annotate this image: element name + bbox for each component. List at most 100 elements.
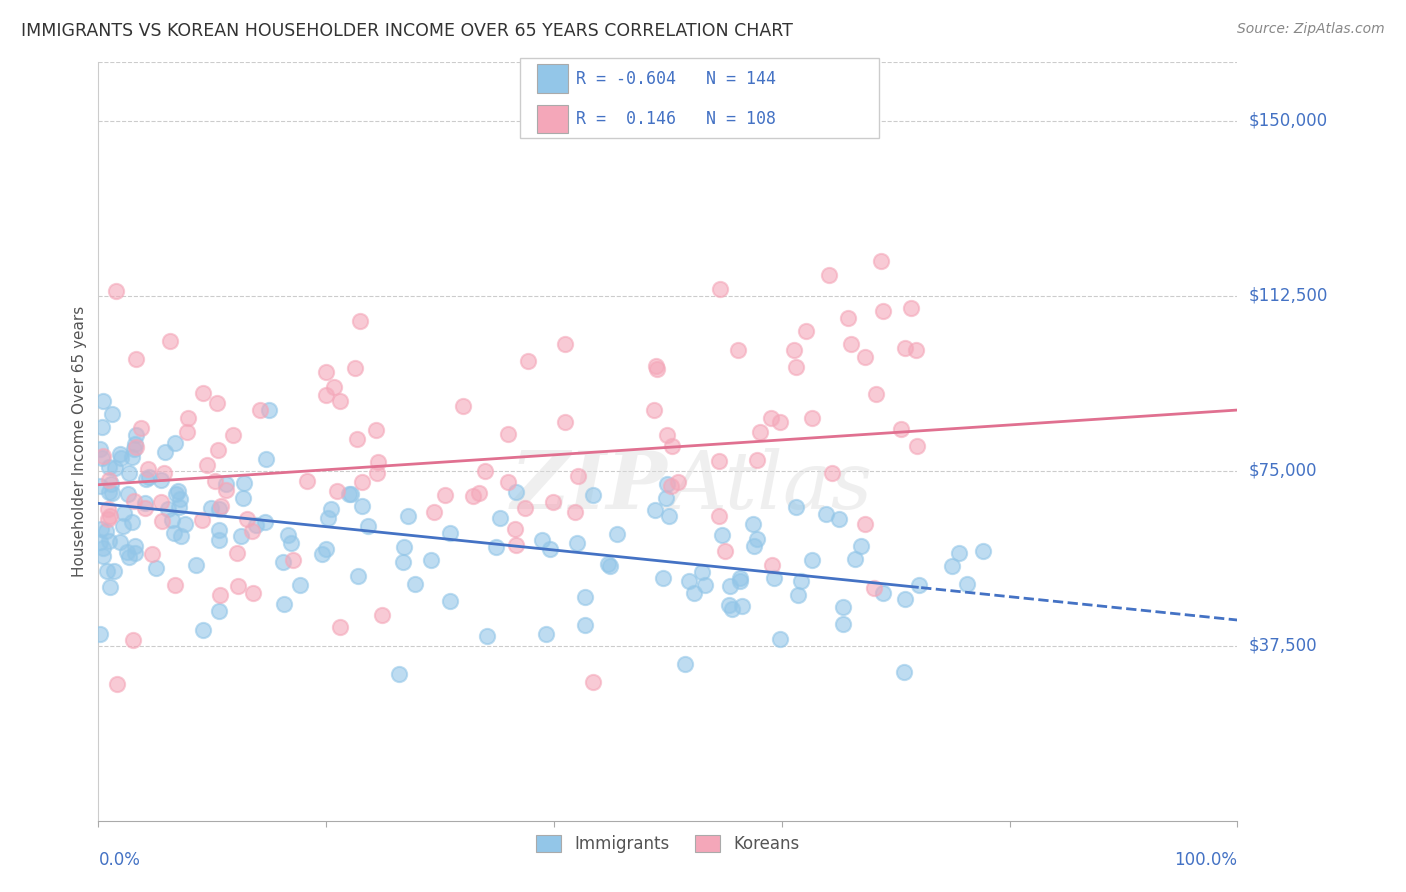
- Point: [124, 351, 146, 366]
- Point: [661, 439, 683, 453]
- Point: [582, 488, 605, 502]
- Point: [352, 499, 374, 513]
- Point: [159, 334, 181, 349]
- Point: [574, 591, 596, 605]
- Point: [283, 553, 305, 567]
- Point: [396, 508, 419, 523]
- Point: [98, 580, 121, 594]
- Point: [718, 580, 741, 594]
- Point: [894, 591, 917, 606]
- Point: [121, 450, 143, 464]
- Point: [786, 588, 808, 602]
- Point: [853, 517, 876, 532]
- Point: [714, 544, 737, 558]
- Point: [645, 362, 668, 376]
- Point: [872, 304, 894, 318]
- Point: [785, 500, 807, 515]
- Point: [711, 528, 734, 542]
- Point: [145, 561, 167, 575]
- Point: [215, 483, 238, 498]
- Point: [893, 665, 915, 679]
- Point: [489, 511, 512, 525]
- Point: [855, 350, 877, 364]
- Point: [253, 515, 276, 529]
- Point: [344, 360, 367, 375]
- Point: [204, 474, 226, 488]
- Point: [138, 470, 160, 484]
- Point: [209, 499, 232, 513]
- Point: [118, 549, 141, 564]
- Point: [474, 464, 496, 478]
- Point: [103, 565, 125, 579]
- Point: [134, 500, 156, 515]
- Point: [392, 540, 415, 554]
- Point: [135, 472, 157, 486]
- Point: [652, 571, 675, 585]
- Point: [538, 541, 561, 556]
- Point: [534, 627, 557, 641]
- Point: [831, 617, 853, 632]
- Point: [329, 620, 352, 634]
- Point: [124, 539, 146, 553]
- Text: Atlas: Atlas: [668, 449, 872, 525]
- Point: [655, 476, 678, 491]
- Point: [905, 343, 928, 358]
- Point: [96, 502, 118, 516]
- Point: [236, 511, 259, 525]
- Point: [543, 495, 565, 509]
- Point: [91, 420, 114, 434]
- Point: [346, 432, 368, 446]
- Point: [134, 496, 156, 510]
- Point: [941, 559, 963, 574]
- Point: [434, 488, 457, 502]
- Point: [325, 483, 347, 498]
- Point: [828, 512, 851, 526]
- Point: [388, 666, 411, 681]
- Point: [277, 528, 299, 542]
- Point: [315, 542, 337, 557]
- Point: [731, 599, 754, 613]
- Point: [165, 487, 187, 501]
- Point: [503, 522, 526, 536]
- Point: [162, 525, 184, 540]
- Point: [91, 549, 114, 563]
- Point: [150, 514, 173, 528]
- Point: [468, 486, 491, 500]
- Point: [863, 581, 886, 595]
- Text: 100.0%: 100.0%: [1174, 851, 1237, 869]
- Point: [191, 623, 214, 637]
- Point: [367, 455, 389, 469]
- Point: [280, 536, 302, 550]
- Point: [124, 494, 146, 508]
- Point: [890, 422, 912, 436]
- Point: [347, 568, 370, 582]
- Point: [366, 466, 388, 480]
- Point: [98, 533, 121, 548]
- Point: [801, 552, 824, 566]
- Point: [790, 574, 813, 588]
- Point: [231, 529, 253, 543]
- Point: [121, 516, 143, 530]
- Point: [153, 467, 176, 481]
- Point: [956, 577, 979, 591]
- Point: [839, 336, 862, 351]
- Point: [315, 388, 337, 402]
- Point: [352, 475, 374, 490]
- Point: [200, 501, 222, 516]
- Point: [329, 393, 352, 408]
- Point: [226, 546, 249, 560]
- Point: [240, 524, 263, 538]
- Point: [176, 425, 198, 440]
- Point: [783, 343, 806, 357]
- Point: [477, 628, 499, 642]
- Point: [103, 460, 125, 475]
- Point: [273, 597, 295, 611]
- Point: [849, 539, 872, 553]
- Point: [554, 337, 576, 351]
- Point: [108, 446, 131, 460]
- Point: [100, 486, 122, 500]
- Point: [761, 558, 783, 573]
- Point: [115, 545, 138, 559]
- Point: [769, 632, 792, 647]
- Point: [894, 341, 917, 355]
